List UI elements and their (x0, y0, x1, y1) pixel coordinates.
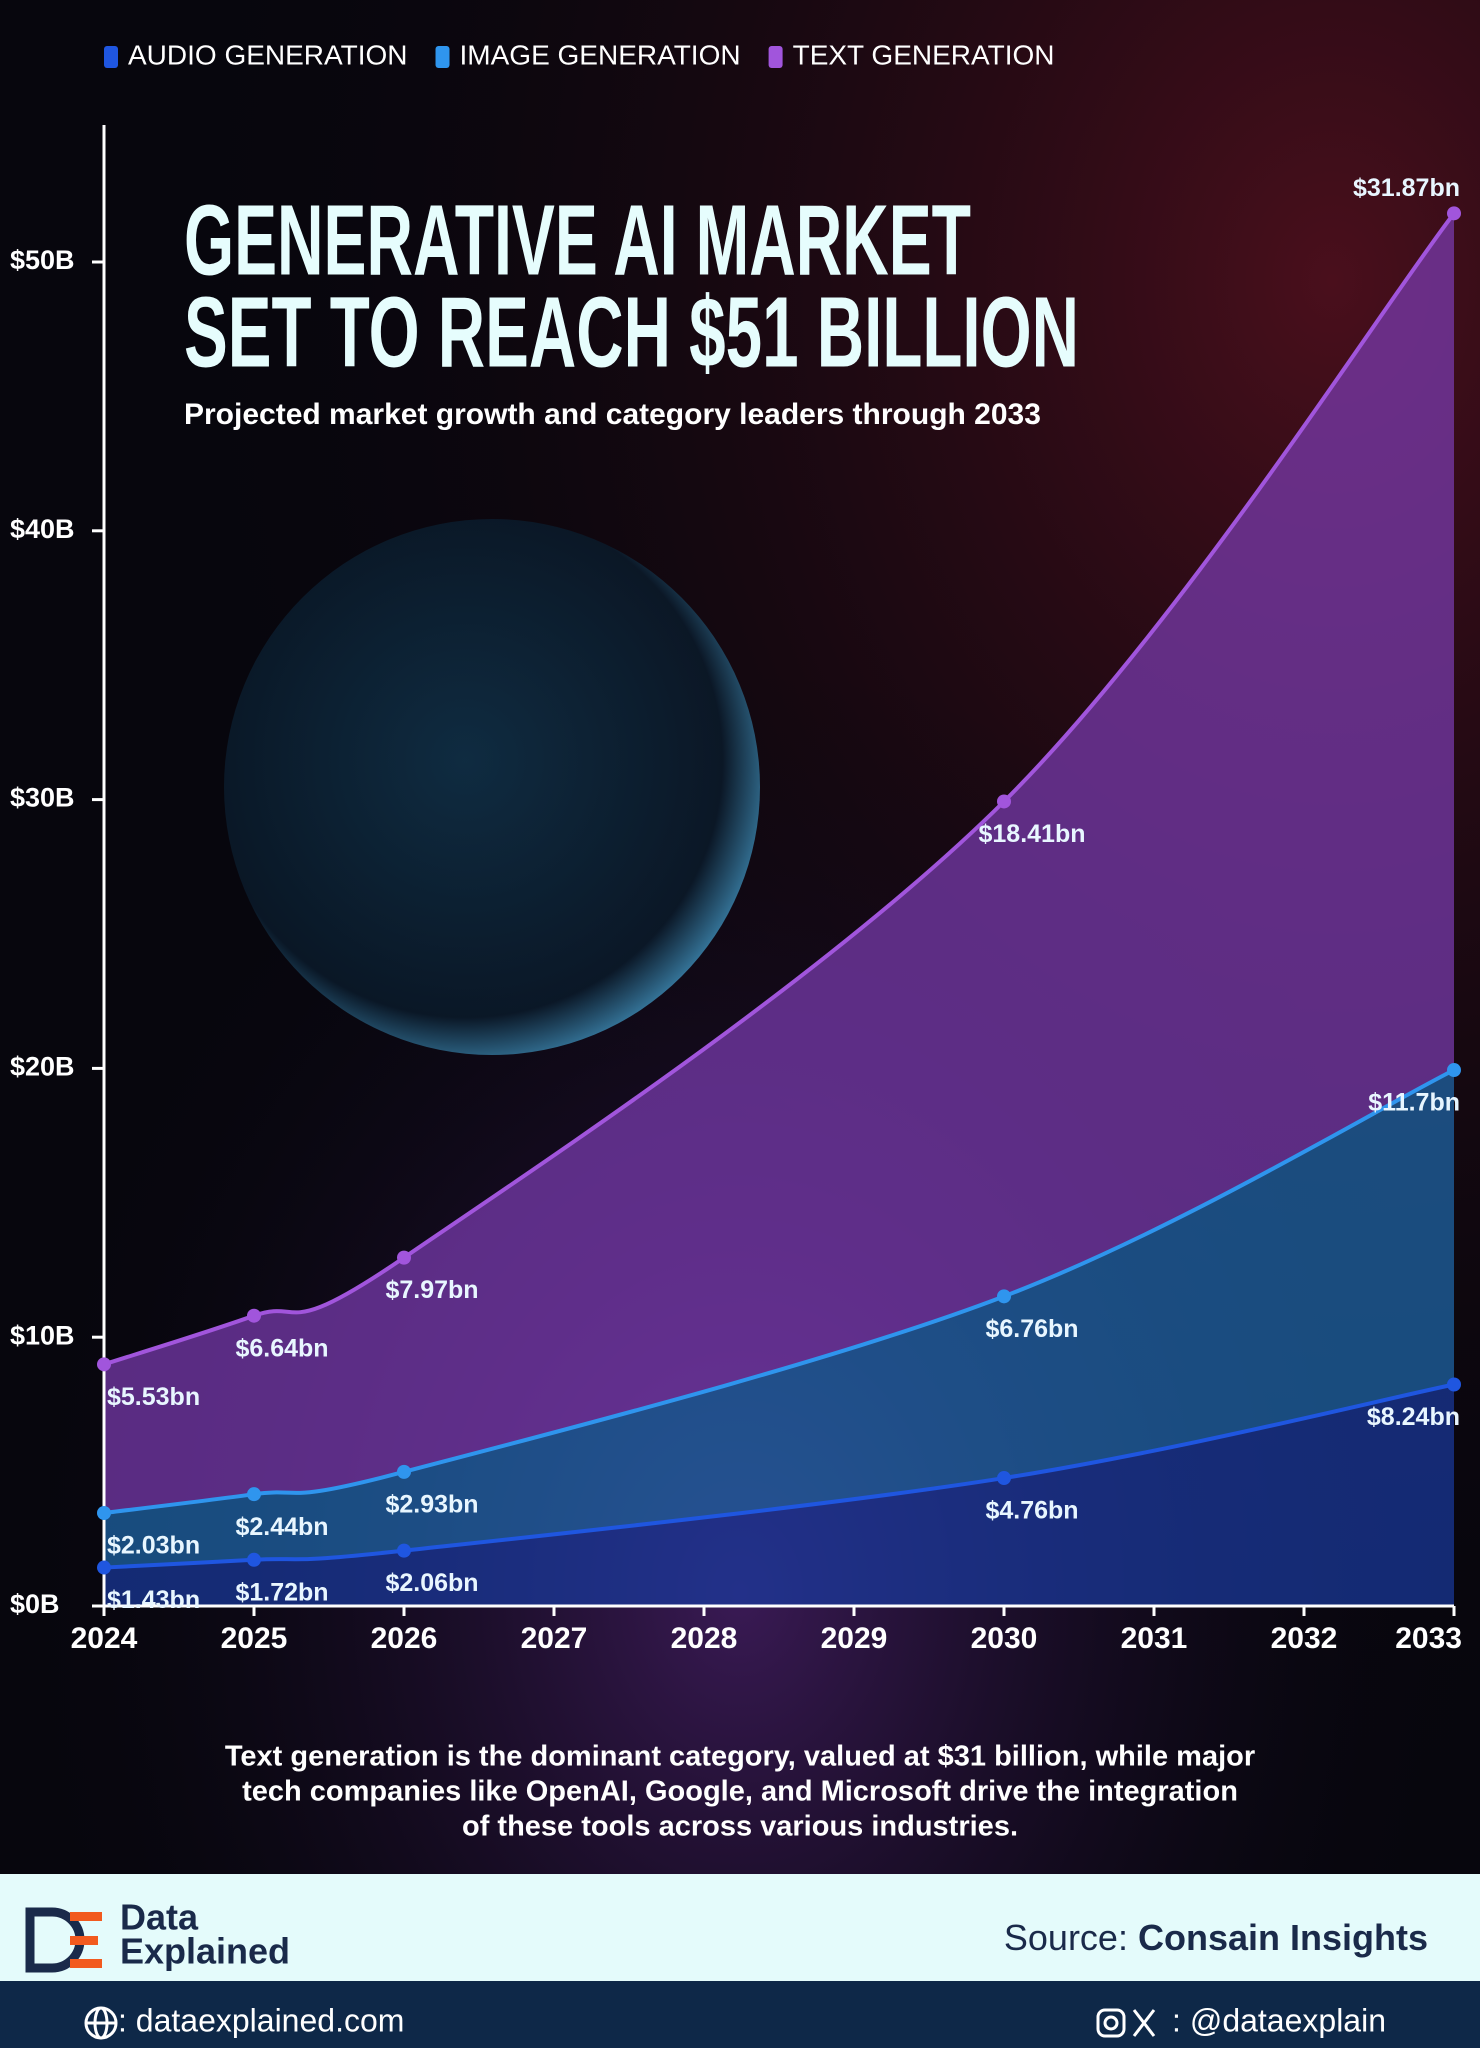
value-label: $6.64bn (235, 1334, 328, 1362)
point (997, 1289, 1011, 1304)
point (397, 1543, 411, 1558)
y-tick-label: $30B (10, 783, 75, 813)
x-tick-label: 2030 (971, 1622, 1038, 1655)
point (997, 1471, 1011, 1486)
value-label: $7.97bn (385, 1276, 478, 1304)
chart-title: GENERATIVE AI MARKET (184, 184, 971, 296)
value-label: $2.44bn (235, 1513, 328, 1541)
value-label: $1.43bn (107, 1586, 200, 1614)
value-label: $6.76bn (985, 1315, 1078, 1343)
point (397, 1464, 411, 1479)
x-tick-label: 2025 (221, 1622, 288, 1655)
point (1447, 1377, 1461, 1392)
value-label: $31.87bn (1353, 174, 1460, 202)
point (397, 1250, 411, 1265)
x-tick-label: 2032 (1271, 1622, 1338, 1655)
point (97, 1357, 111, 1372)
point (247, 1308, 261, 1323)
chart-subtitle: Projected market growth and category lea… (184, 398, 1041, 431)
source: Source: Consain Insights (1004, 1917, 1428, 1958)
value-label: $1.72bn (235, 1578, 328, 1606)
y-tick-label: $40B (10, 514, 75, 544)
x-tick-label: 2028 (671, 1622, 738, 1655)
annotation: tech companies like OpenAI, Google, and … (242, 1776, 1238, 1808)
sphere-decoration (224, 519, 760, 1055)
footer-bar (0, 1981, 1480, 2048)
value-label: $2.93bn (385, 1490, 478, 1518)
value-label: $18.41bn (978, 820, 1085, 848)
point (97, 1560, 111, 1575)
legend-swatch (104, 46, 118, 68)
source-name: Consain Insights (1138, 1917, 1428, 1958)
chart-title: SET TO REACH $51 BILLION (184, 276, 1079, 388)
legend-swatch (768, 46, 783, 68)
y-tick-label: $0B (10, 1589, 60, 1619)
annotation: of these tools across various industries… (462, 1811, 1018, 1843)
area (104, 1384, 1454, 1606)
y-tick-label: $10B (10, 1320, 75, 1350)
value-label: $2.03bn (107, 1532, 200, 1560)
point (247, 1552, 261, 1567)
value-label: $2.06bn (385, 1569, 478, 1597)
legend-swatch (435, 46, 450, 68)
point (1447, 206, 1461, 221)
logo (25, 1907, 102, 1973)
x-tick-label: 2033 (1395, 1622, 1462, 1655)
value-label: $4.76bn (985, 1497, 1078, 1525)
legend-label: IMAGE GENERATION (460, 39, 741, 70)
point (247, 1487, 261, 1502)
source-label: Source: (1004, 1917, 1128, 1958)
globe-icon (84, 2006, 118, 2040)
annotation: Text generation is the dominant category… (225, 1741, 1255, 1773)
area (104, 1070, 1454, 1568)
x-tick-label: 2031 (1121, 1622, 1188, 1655)
value-label: $5.53bn (107, 1383, 200, 1411)
y-tick-label: $50B (10, 245, 75, 275)
area (104, 213, 1454, 1513)
point (997, 794, 1011, 809)
social-icons (1096, 2008, 1156, 2038)
plot: $0B $10B $20B $30B $40B $50B 2024 2025 2026 2027 2… (10, 125, 1462, 1655)
website: : dataexplained.com (118, 2002, 404, 2038)
y-tick-label: $20B (10, 1052, 75, 1082)
value-label: $8.24bn (1367, 1403, 1460, 1431)
handle: : @dataexplain (1172, 2002, 1386, 2038)
x-tick-label: 2029 (821, 1622, 888, 1655)
point (1447, 1063, 1461, 1078)
brand: Explained (120, 1931, 290, 1972)
legend-label: AUDIO GENERATION (128, 39, 408, 70)
x-tick-label: 2024 (71, 1622, 138, 1655)
brand: Data (120, 1897, 199, 1938)
point (97, 1505, 111, 1520)
footer-band (0, 1874, 1480, 1981)
x-tick-label: 2026 (371, 1622, 438, 1655)
x-tick-label: 2027 (521, 1622, 588, 1655)
legend-label: TEXT GENERATION (793, 39, 1055, 70)
value-label: $11.7bn (1368, 1089, 1460, 1117)
